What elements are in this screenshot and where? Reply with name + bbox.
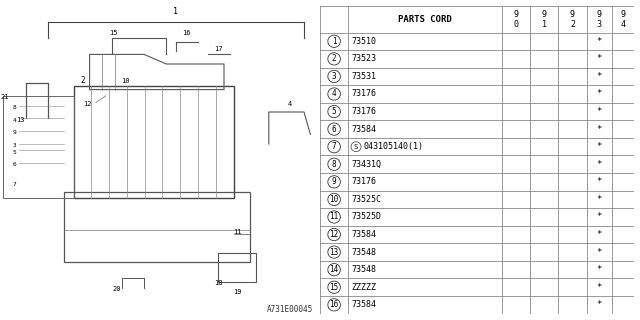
Text: ZZZZZ: ZZZZZ bbox=[351, 283, 376, 292]
Text: 3: 3 bbox=[13, 143, 17, 148]
Text: 5: 5 bbox=[332, 107, 337, 116]
Text: *: * bbox=[596, 177, 602, 186]
Text: 7: 7 bbox=[332, 142, 337, 151]
Text: 21: 21 bbox=[0, 94, 8, 100]
Text: 73176: 73176 bbox=[351, 90, 376, 99]
Text: 73525C: 73525C bbox=[351, 195, 381, 204]
Text: 8: 8 bbox=[13, 105, 17, 110]
Text: *: * bbox=[596, 265, 602, 274]
Text: *: * bbox=[596, 54, 602, 63]
Text: 19: 19 bbox=[234, 289, 242, 295]
Text: 73548: 73548 bbox=[351, 248, 376, 257]
Text: A731E00045: A731E00045 bbox=[268, 305, 314, 314]
Text: 73510: 73510 bbox=[351, 37, 376, 46]
Text: 043105140(1): 043105140(1) bbox=[364, 142, 424, 151]
Text: 1: 1 bbox=[173, 7, 179, 16]
Text: 12: 12 bbox=[83, 100, 92, 107]
Text: 3: 3 bbox=[332, 72, 337, 81]
Text: *: * bbox=[596, 300, 602, 309]
Text: 73548: 73548 bbox=[351, 265, 376, 274]
Text: 73531: 73531 bbox=[351, 72, 376, 81]
Text: *: * bbox=[596, 124, 602, 134]
Text: *: * bbox=[596, 248, 602, 257]
Text: *: * bbox=[596, 195, 602, 204]
Text: *: * bbox=[596, 37, 602, 46]
Text: *: * bbox=[596, 72, 602, 81]
Text: 9
3: 9 3 bbox=[596, 10, 602, 29]
Text: 4: 4 bbox=[332, 90, 337, 99]
Text: 4: 4 bbox=[288, 100, 292, 107]
Text: 13: 13 bbox=[330, 248, 339, 257]
Text: PARTS CORD: PARTS CORD bbox=[398, 15, 452, 24]
Text: 4: 4 bbox=[13, 117, 17, 123]
Text: 20: 20 bbox=[112, 286, 120, 292]
Text: 18: 18 bbox=[214, 280, 223, 286]
Text: 17: 17 bbox=[214, 46, 223, 52]
Text: 10: 10 bbox=[122, 78, 130, 84]
Text: 9
1: 9 1 bbox=[541, 10, 547, 29]
Text: 73176: 73176 bbox=[351, 177, 376, 186]
Text: 1: 1 bbox=[332, 37, 337, 46]
Text: 73523: 73523 bbox=[351, 54, 376, 63]
Text: *: * bbox=[596, 212, 602, 221]
Text: 16: 16 bbox=[330, 300, 339, 309]
Text: 13: 13 bbox=[16, 116, 24, 123]
Text: *: * bbox=[596, 283, 602, 292]
Text: *: * bbox=[596, 90, 602, 99]
Text: 73431Q: 73431Q bbox=[351, 160, 381, 169]
Text: 9
0: 9 0 bbox=[513, 10, 518, 29]
Text: 15: 15 bbox=[330, 283, 339, 292]
Text: *: * bbox=[596, 160, 602, 169]
Text: 15: 15 bbox=[109, 30, 117, 36]
Text: 7: 7 bbox=[13, 181, 17, 187]
Text: 10: 10 bbox=[330, 195, 339, 204]
Text: S: S bbox=[354, 144, 358, 150]
Text: 2: 2 bbox=[332, 54, 337, 63]
Text: 9: 9 bbox=[13, 131, 17, 135]
Text: 9
2: 9 2 bbox=[570, 10, 575, 29]
Text: 6: 6 bbox=[13, 163, 17, 167]
Text: 8: 8 bbox=[332, 160, 337, 169]
Text: 11: 11 bbox=[234, 228, 242, 235]
Text: 9
4: 9 4 bbox=[620, 10, 625, 29]
Text: *: * bbox=[596, 230, 602, 239]
Text: *: * bbox=[596, 142, 602, 151]
Text: 73584: 73584 bbox=[351, 124, 376, 134]
Text: 5: 5 bbox=[13, 149, 17, 155]
Text: 11: 11 bbox=[330, 212, 339, 221]
Text: 16: 16 bbox=[182, 30, 191, 36]
Text: 14: 14 bbox=[330, 265, 339, 274]
Text: 73525D: 73525D bbox=[351, 212, 381, 221]
Text: *: * bbox=[596, 107, 602, 116]
Text: 6: 6 bbox=[332, 124, 337, 134]
Text: 73584: 73584 bbox=[351, 230, 376, 239]
Text: 73584: 73584 bbox=[351, 300, 376, 309]
Text: 12: 12 bbox=[330, 230, 339, 239]
Text: 73176: 73176 bbox=[351, 107, 376, 116]
Text: 2: 2 bbox=[80, 76, 84, 85]
Text: 9: 9 bbox=[332, 177, 337, 186]
